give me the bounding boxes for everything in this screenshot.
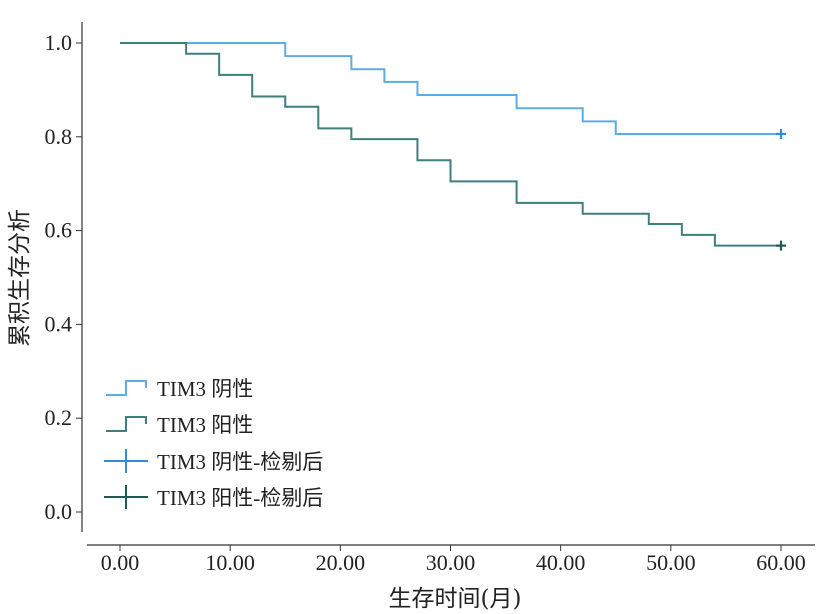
y-tick-label: 0.4 [45, 311, 73, 336]
x-tick-label: 60.00 [756, 550, 806, 575]
y-tick-label: 0.8 [45, 124, 73, 149]
legend: TIM3 阴性 TIM3 阳性 TIM3 阴性-检剔后 TIM3 阳性-检剔后 [104, 377, 323, 510]
x-tick-label: 50.00 [646, 550, 696, 575]
y-tick-label: 0.2 [45, 405, 73, 430]
x-axis-label: 生存时间(月) [389, 586, 522, 612]
legend-label: TIM3 阴性-检剔后 [157, 450, 323, 474]
legend-item: TIM3 阳性-检剔后 [104, 485, 323, 510]
x-tick-label: 0.00 [101, 550, 140, 575]
x-tick-label: 30.00 [426, 550, 476, 575]
y-tick-label: 0.0 [45, 499, 73, 524]
legend-step-icon [106, 416, 147, 432]
legend-label: TIM3 阴性 [157, 377, 253, 401]
x-tick-label: 20.00 [316, 550, 366, 575]
y-tick-label: 0.6 [45, 218, 73, 243]
x-tick-label: 10.00 [205, 550, 255, 575]
legend-item: TIM3 阴性 [106, 377, 253, 401]
km-curve-tim3-positive [120, 42, 781, 247]
km-curve-tim3-negative [120, 42, 781, 135]
x-tick-label: 40.00 [536, 550, 586, 575]
censor-mark [776, 128, 786, 139]
y-tick-label: 1.0 [45, 30, 73, 55]
legend-label: TIM3 阳性 [157, 413, 253, 437]
legend-label: TIM3 阳性-检剔后 [157, 486, 323, 510]
plot-area [120, 42, 786, 251]
censor-mark [776, 240, 786, 251]
y-axis-label: 累积生存分析 [7, 209, 33, 347]
legend-item: TIM3 阴性-检剔后 [104, 449, 323, 474]
legend-step-icon [106, 380, 147, 396]
legend-item: TIM3 阳性 [106, 413, 253, 437]
axes: 0.0 0.2 0.4 0.6 0.8 1.0 0.00 10.00 20.00 30.00 40.… [45, 22, 815, 575]
